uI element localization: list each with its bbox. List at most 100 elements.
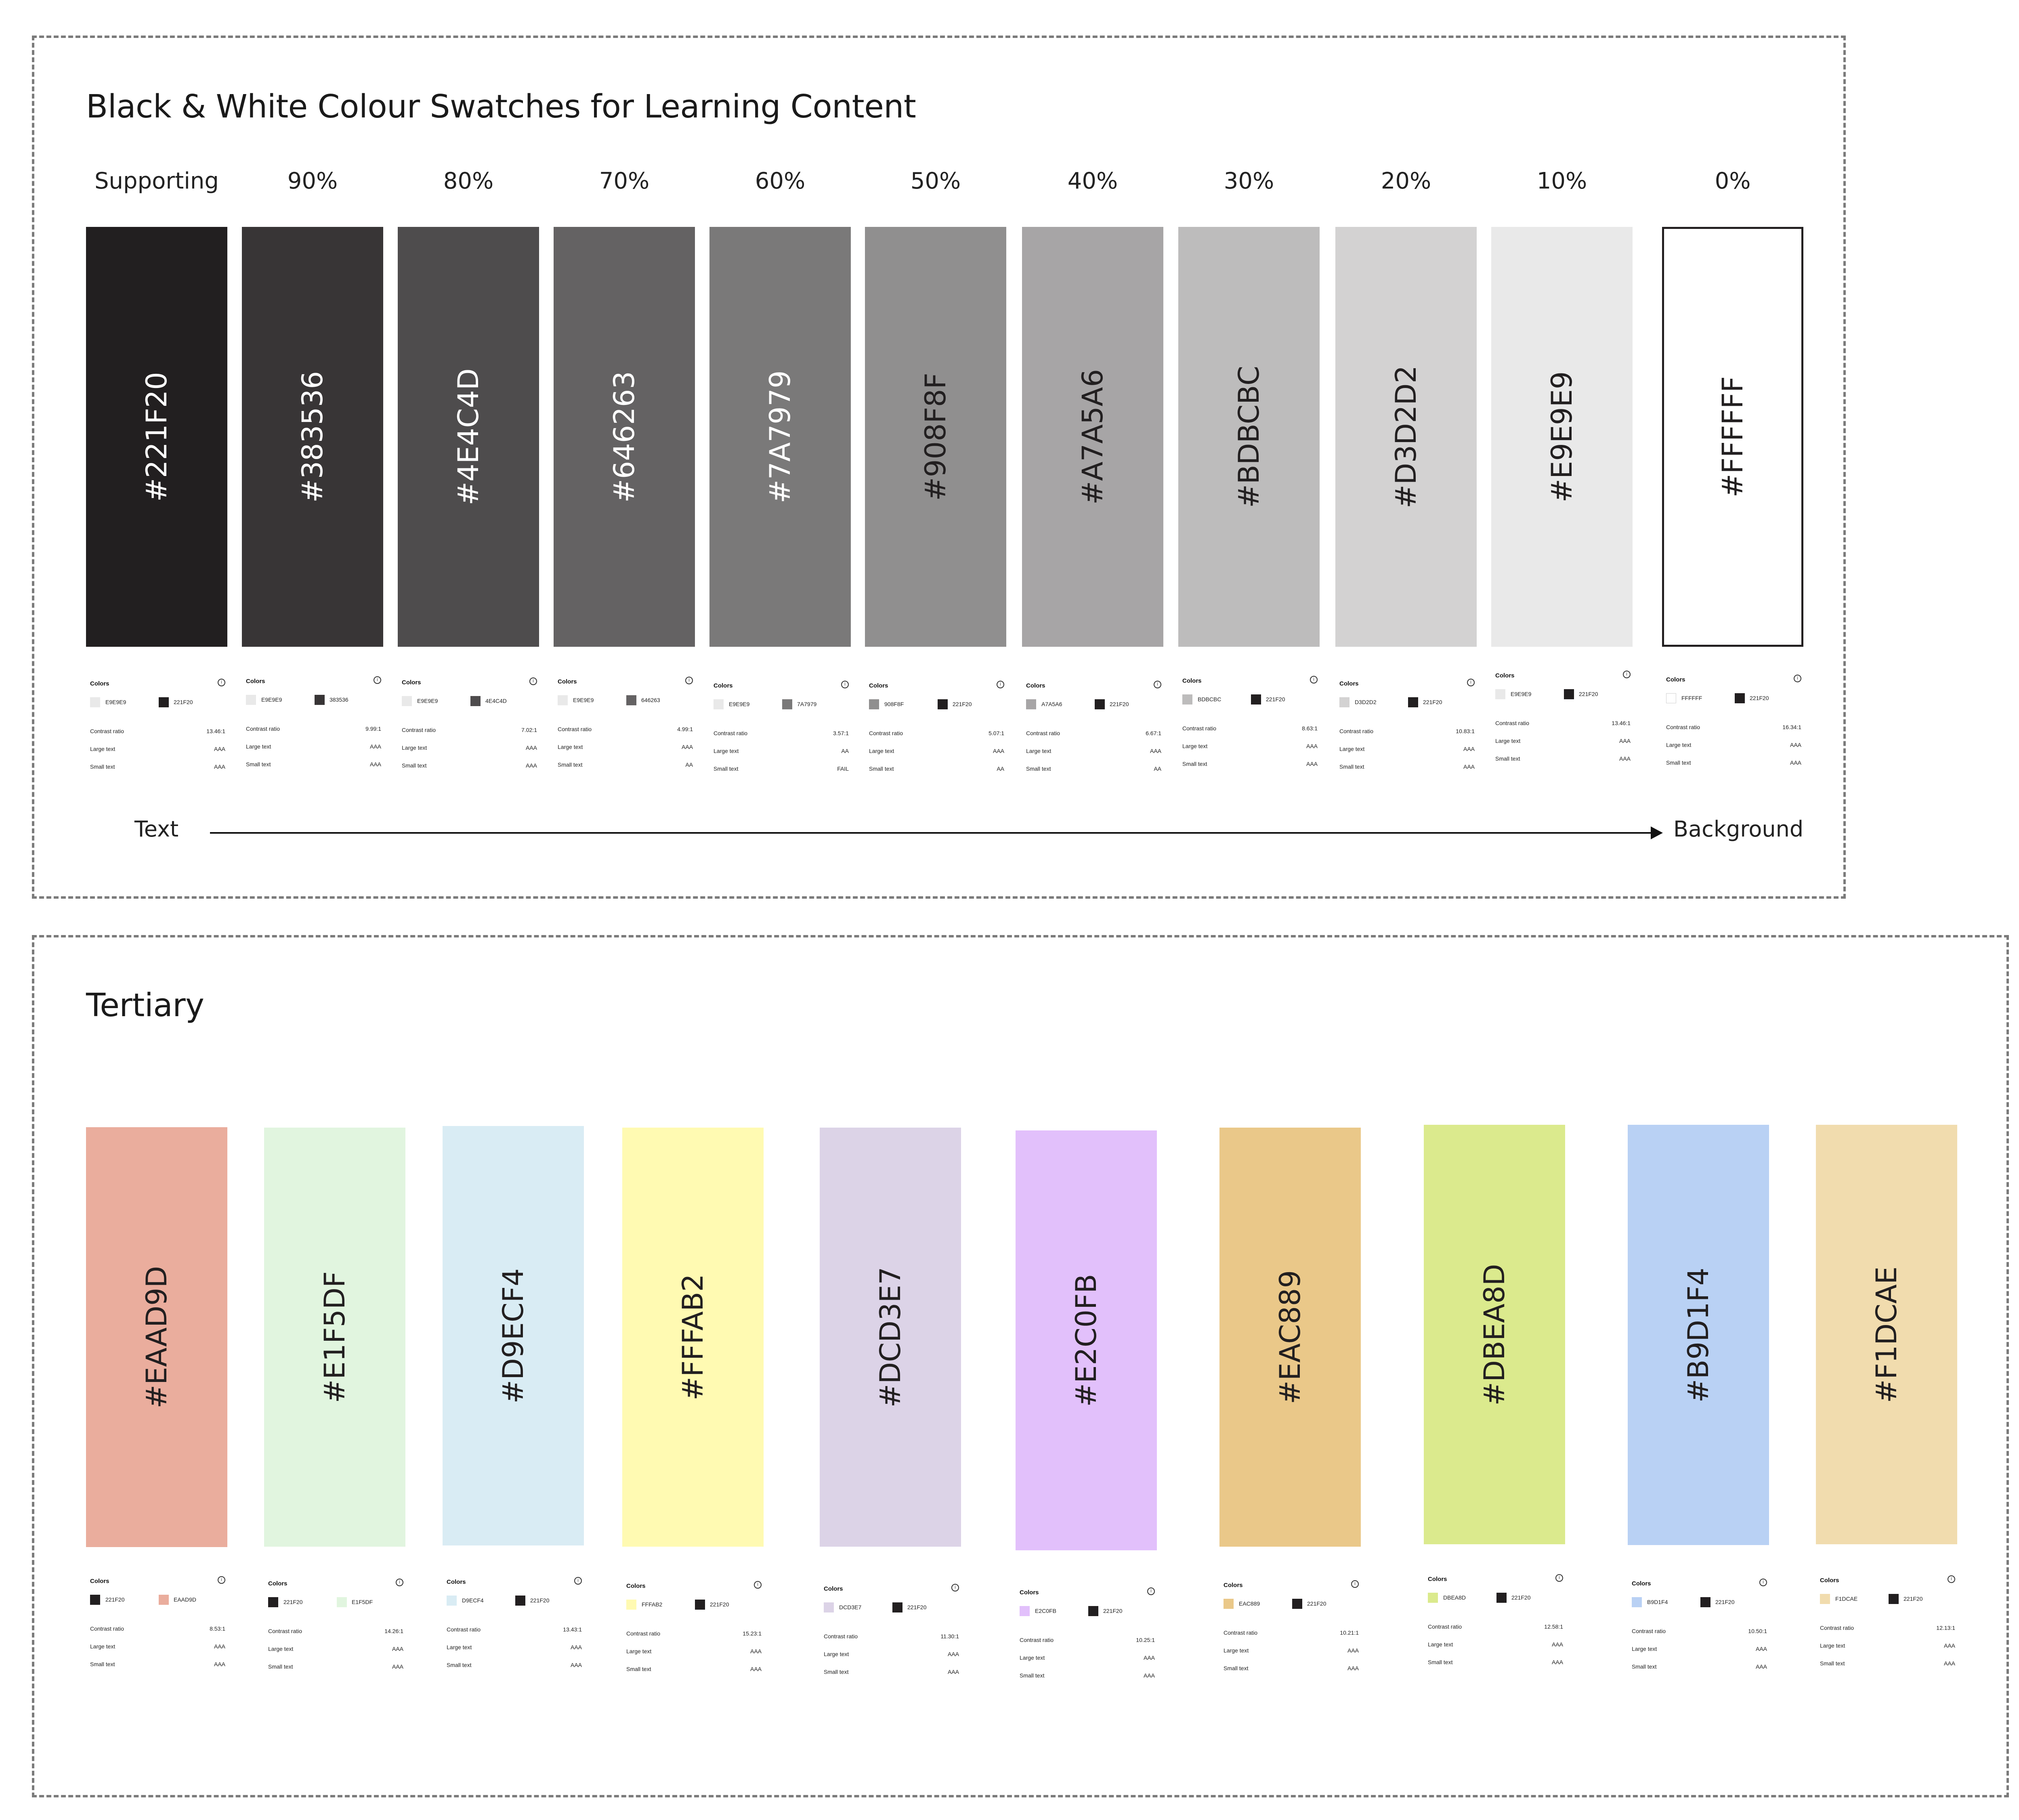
bw-swatch-e9e9e9: #E9E9E9 bbox=[1491, 227, 1633, 647]
swatch-hex-label: #EAAD9D bbox=[140, 1266, 173, 1409]
info-icon[interactable]: i bbox=[374, 676, 381, 684]
color-chip-icon bbox=[315, 695, 325, 705]
contrast-ratio-label: Contrast ratio bbox=[714, 730, 748, 736]
color-chip-icon bbox=[246, 695, 256, 705]
contrast-ratio-value: 10.21:1 bbox=[1340, 1629, 1359, 1636]
tertiary-contrast-card: Colors i E2C0FB 221F20 Contrast ratio 10.25:1… bbox=[1020, 1587, 1155, 1686]
info-icon[interactable]: i bbox=[1794, 675, 1801, 682]
color-code-label: 221F20 bbox=[1307, 1600, 1326, 1607]
large-text-rating-value: AAA bbox=[1755, 1646, 1767, 1652]
tertiary-swatch-e2c0fb: #E2C0FB bbox=[1016, 1130, 1157, 1550]
info-icon[interactable]: i bbox=[1623, 671, 1631, 678]
small-text-rating-value: AAA bbox=[750, 1666, 762, 1672]
color-chip-icon bbox=[626, 695, 636, 705]
tertiary-swatch-eac889: #EAC889 bbox=[1219, 1128, 1361, 1547]
contrast-ratio-label: Contrast ratio bbox=[1224, 1629, 1258, 1636]
small-text-rating-label: Small text bbox=[558, 761, 583, 768]
card-title: Colors bbox=[1224, 1582, 1243, 1589]
card-title: Colors bbox=[626, 1583, 646, 1589]
swatch-hex-label: #646263 bbox=[608, 371, 641, 503]
large-text-rating-label: Large text bbox=[90, 746, 115, 752]
info-icon[interactable]: i bbox=[997, 681, 1004, 688]
column-header: 10% bbox=[1536, 168, 1587, 194]
swatch-hex-label: #DBEA8D bbox=[1478, 1263, 1511, 1406]
color-code-label: BDBCBC bbox=[1198, 696, 1221, 702]
card-title: Colors bbox=[869, 682, 888, 689]
tertiary-contrast-card: Colors i EAC889 221F20 Contrast ratio 10.21:1… bbox=[1224, 1580, 1359, 1679]
info-icon[interactable]: i bbox=[685, 677, 693, 684]
card-title: Colors bbox=[1020, 1589, 1039, 1596]
large-text-rating-value: AAA bbox=[570, 1644, 582, 1650]
color-code-label: 7A7979 bbox=[797, 701, 817, 707]
color-chip-icon bbox=[268, 1597, 278, 1607]
color-code-label: 221F20 bbox=[710, 1601, 729, 1608]
color-code-label: E9E9E9 bbox=[573, 697, 594, 703]
contrast-ratio-value: 13.46:1 bbox=[206, 728, 225, 734]
info-icon[interactable]: i bbox=[841, 681, 849, 688]
contrast-ratio-label: Contrast ratio bbox=[246, 725, 280, 732]
info-icon[interactable]: i bbox=[218, 679, 225, 686]
bw-contrast-card: Colors i E9E9E9 383536 Contrast ratio 9.99:1 L… bbox=[246, 676, 381, 775]
swatch-hex-label: #E9E9E9 bbox=[1545, 371, 1578, 503]
small-text-rating-value: AA bbox=[997, 765, 1004, 772]
info-icon[interactable]: i bbox=[1467, 679, 1475, 686]
tertiary-swatch-b9d1f4: #B9D1F4 bbox=[1628, 1125, 1769, 1545]
small-text-rating-label: Small text bbox=[90, 763, 115, 770]
color-chip-icon bbox=[1700, 1597, 1710, 1607]
info-icon[interactable]: i bbox=[1147, 1587, 1155, 1595]
small-text-rating-value: AA bbox=[685, 761, 693, 768]
info-icon[interactable]: i bbox=[529, 677, 537, 685]
color-chip-icon bbox=[1496, 1593, 1507, 1603]
tertiary-swatch-eaad9d: #EAAD9D bbox=[86, 1127, 227, 1547]
info-icon[interactable]: i bbox=[574, 1577, 582, 1585]
contrast-ratio-value: 14.26:1 bbox=[384, 1628, 403, 1634]
card-title: Colors bbox=[246, 678, 265, 685]
info-icon[interactable]: i bbox=[396, 1579, 403, 1586]
column-header: 90% bbox=[287, 168, 338, 194]
info-icon[interactable]: i bbox=[1310, 676, 1318, 684]
small-text-rating-label: Small text bbox=[1020, 1672, 1045, 1679]
column-header: 80% bbox=[443, 168, 494, 194]
tertiary-contrast-card: Colors i B9D1F4 221F20 Contrast ratio 10.50:1… bbox=[1632, 1579, 1767, 1677]
info-icon[interactable]: i bbox=[951, 1584, 959, 1591]
color-chip-icon bbox=[1026, 699, 1036, 709]
small-text-rating-value: FAIL bbox=[837, 765, 849, 772]
info-icon[interactable]: i bbox=[1948, 1575, 1955, 1583]
color-code-label: 221F20 bbox=[953, 701, 972, 707]
bw-swatch-908f8f: #908F8F bbox=[865, 227, 1006, 647]
color-chip-icon bbox=[938, 699, 948, 709]
info-icon[interactable]: i bbox=[1759, 1579, 1767, 1586]
info-icon[interactable]: i bbox=[1555, 1574, 1563, 1582]
color-chip-icon bbox=[626, 1600, 636, 1610]
small-text-rating-label: Small text bbox=[1224, 1665, 1249, 1671]
swatch-hex-label: #D3D2D2 bbox=[1389, 365, 1423, 508]
large-text-rating-label: Large text bbox=[246, 743, 271, 750]
contrast-ratio-value: 10.50:1 bbox=[1748, 1628, 1767, 1634]
swatch-hex-label: #221F20 bbox=[140, 372, 173, 502]
contrast-ratio-label: Contrast ratio bbox=[626, 1630, 661, 1637]
small-text-rating-label: Small text bbox=[626, 1666, 651, 1672]
swatch-hex-label: #FFFFFF bbox=[1716, 376, 1749, 498]
color-chip-icon bbox=[1428, 1593, 1438, 1603]
info-icon[interactable]: i bbox=[1154, 681, 1161, 688]
swatch-hex-label: #383536 bbox=[296, 371, 329, 503]
bw-swatch-221f20: #221F20 bbox=[86, 227, 227, 647]
large-text-rating-label: Large text bbox=[1666, 742, 1692, 748]
contrast-ratio-value: 8.53:1 bbox=[210, 1625, 225, 1632]
small-text-rating-value: AAA bbox=[570, 1662, 582, 1668]
bw-swatch-d3d2d2: #D3D2D2 bbox=[1335, 227, 1477, 647]
info-icon[interactable]: i bbox=[1351, 1580, 1359, 1588]
color-code-label: 646263 bbox=[641, 697, 660, 703]
info-icon[interactable]: i bbox=[218, 1576, 225, 1584]
bw-swatch-4e4c4d: #4E4C4D bbox=[398, 227, 539, 647]
color-code-label: 908F8F bbox=[884, 701, 904, 707]
color-code-label: E9E9E9 bbox=[729, 701, 750, 707]
large-text-rating-value: AAA bbox=[525, 744, 537, 751]
small-text-rating-label: Small text bbox=[714, 765, 739, 772]
info-icon[interactable]: i bbox=[754, 1581, 762, 1589]
color-code-label: E9E9E9 bbox=[261, 696, 282, 703]
bw-swatch-ffffff: #FFFFFF bbox=[1662, 227, 1803, 647]
contrast-ratio-value: 3.57:1 bbox=[833, 730, 849, 736]
swatch-hex-label: #FFFAB2 bbox=[676, 1274, 709, 1401]
contrast-ratio-label: Contrast ratio bbox=[1339, 728, 1374, 734]
